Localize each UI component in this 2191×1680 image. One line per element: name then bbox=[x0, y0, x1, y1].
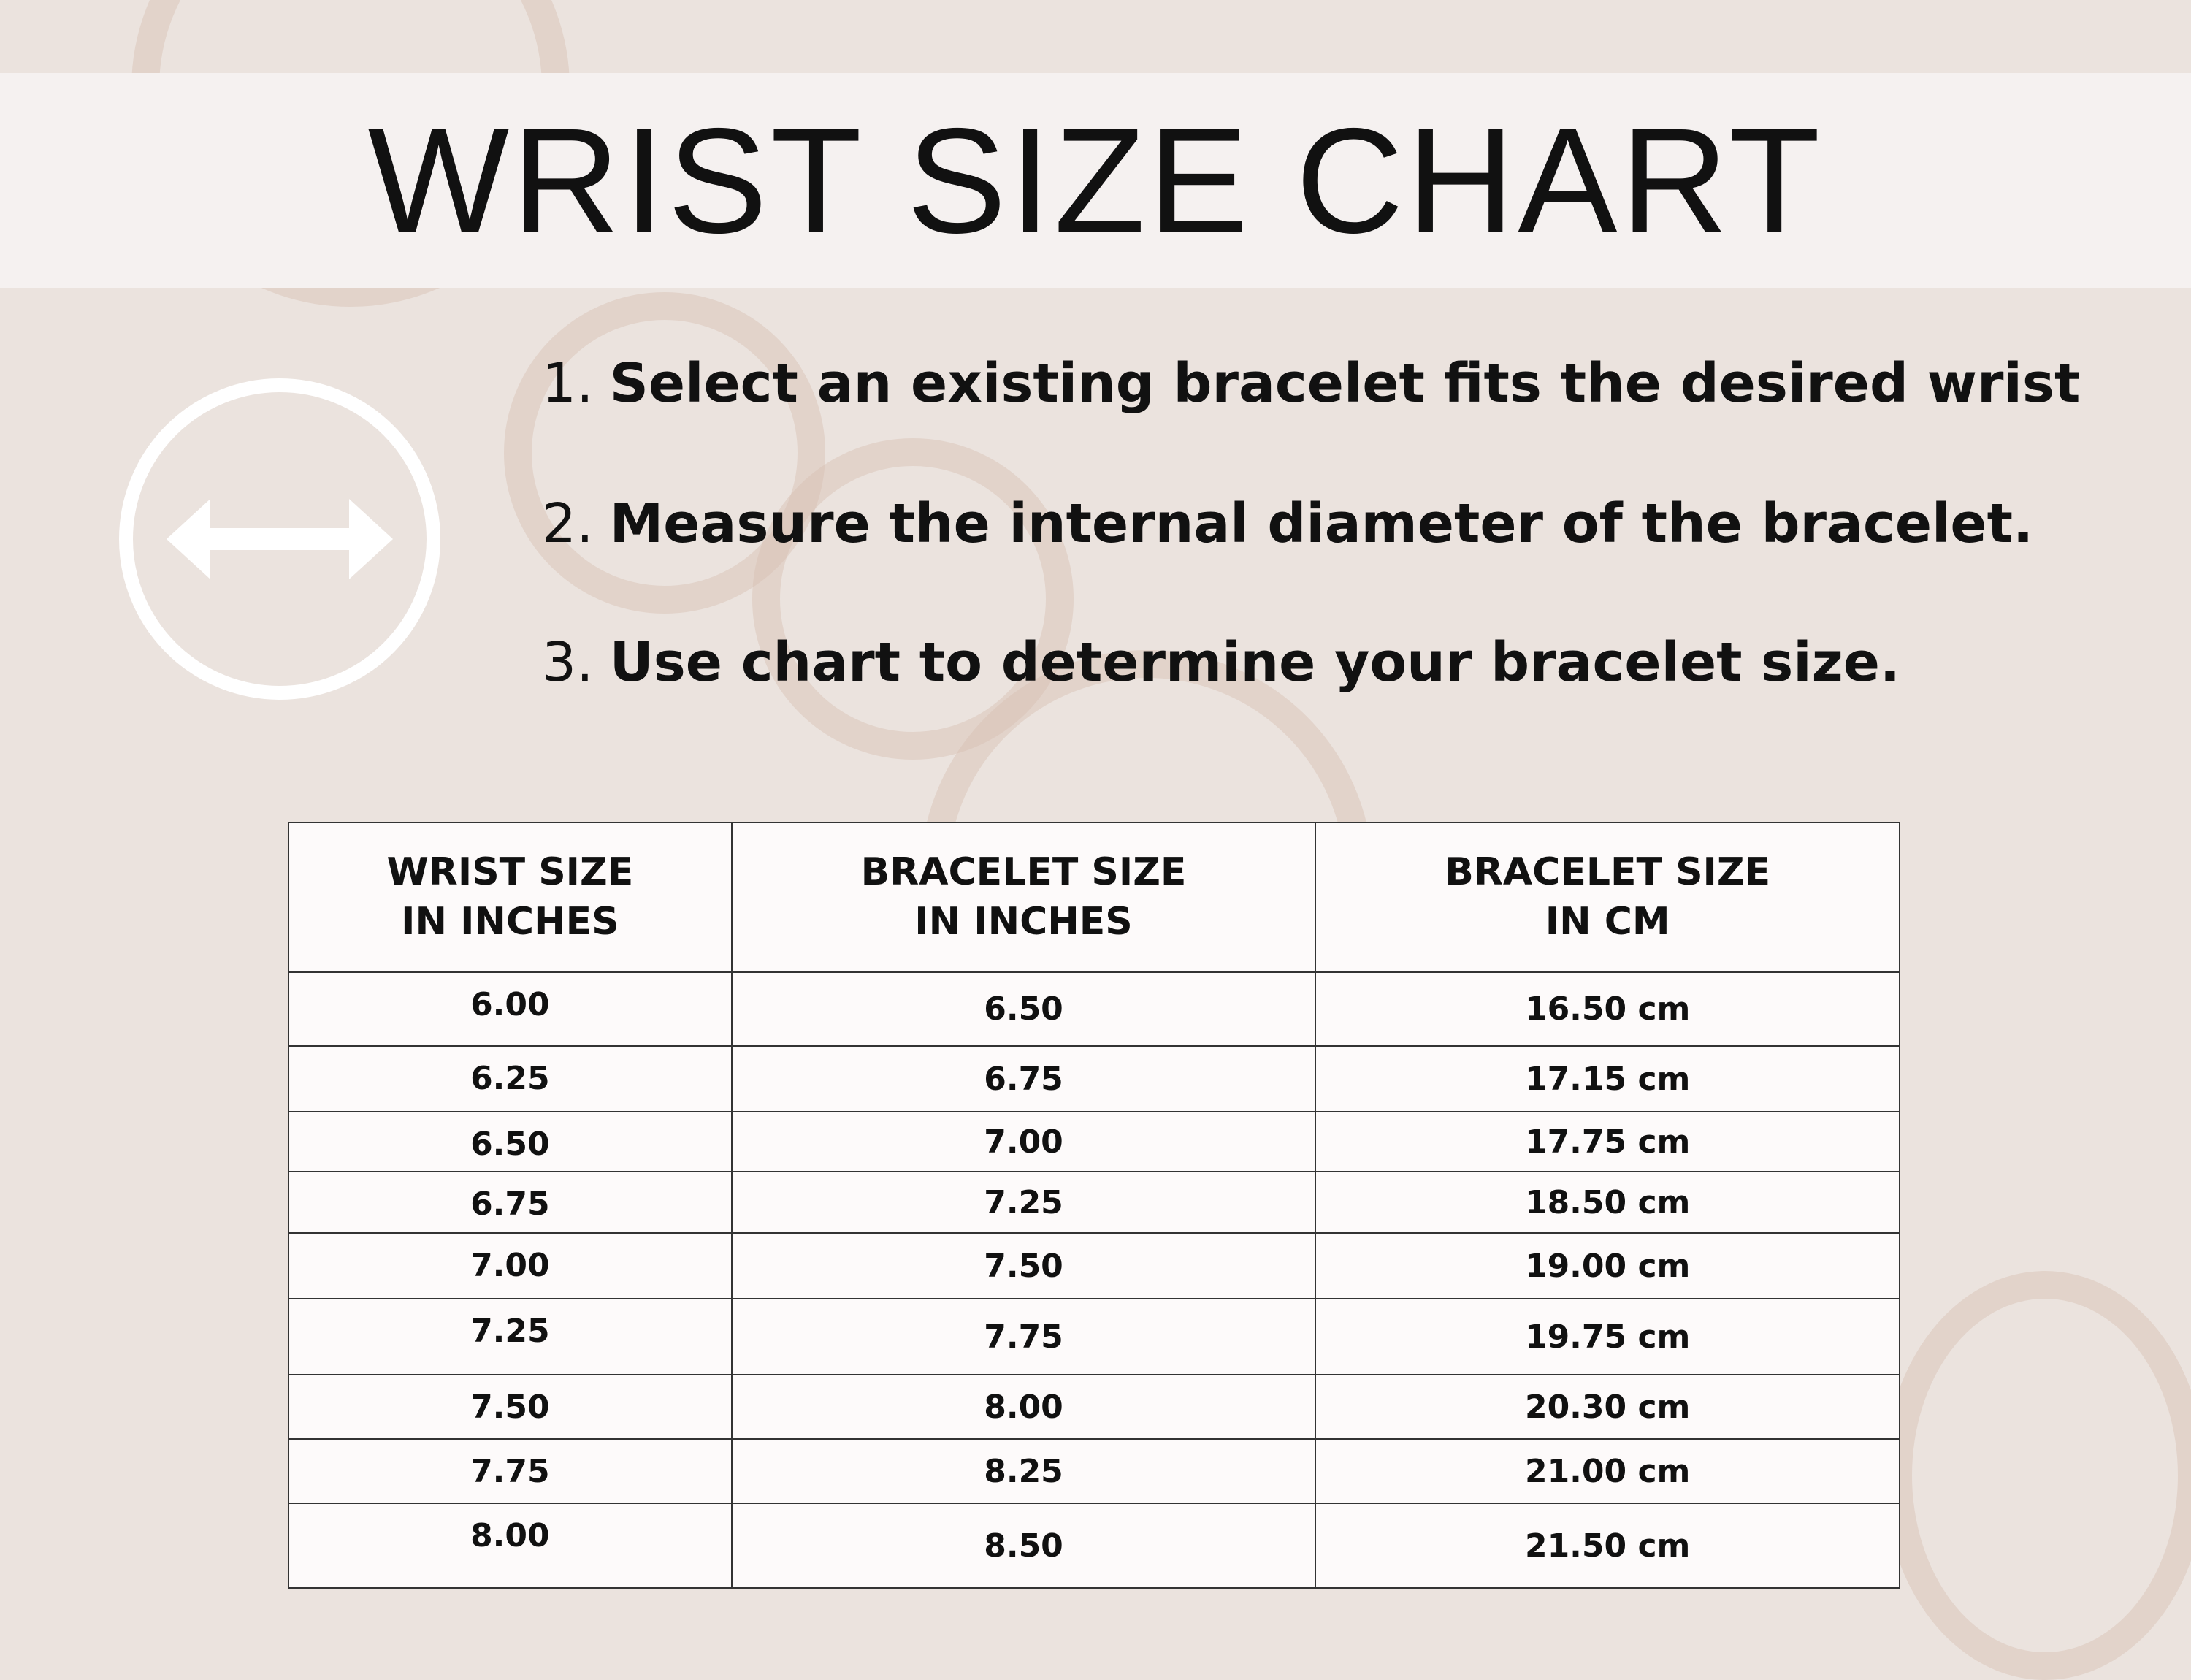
page-title: WRIST SIZE CHART bbox=[367, 96, 1824, 264]
step-number: 1. bbox=[542, 352, 594, 415]
table-row: 7.75 8.25 21.00 cm bbox=[288, 1438, 1900, 1504]
bracelet-cm-cell: 18.50 cm bbox=[1315, 1171, 1900, 1234]
bracelet-inches-cell: 8.00 bbox=[730, 1374, 1317, 1440]
step-text: Use chart to determine your bracelet siz… bbox=[609, 631, 1901, 694]
step-number: 2. bbox=[542, 492, 594, 555]
wrist-size-cell: 7.75 bbox=[288, 1438, 733, 1504]
wrist-size-cell: 7.00 bbox=[288, 1232, 733, 1299]
table-row: 7.50 8.00 20.30 cm bbox=[288, 1374, 1900, 1440]
bracelet-inches-cell: 6.50 bbox=[730, 971, 1317, 1047]
table-row: 6.00 6.50 16.50 cm bbox=[288, 971, 1900, 1047]
table-row: 7.25 7.75 19.75 cm bbox=[288, 1298, 1900, 1375]
bracelet-cm-cell: 21.50 cm bbox=[1315, 1503, 1900, 1589]
wrist-size-cell: 7.50 bbox=[288, 1374, 733, 1440]
wrist-size-cell: 6.50 bbox=[288, 1111, 733, 1172]
bracelet-inches-cell: 7.75 bbox=[730, 1298, 1317, 1375]
bracelet-cm-cell: 20.30 cm bbox=[1315, 1374, 1900, 1440]
title-banner: WRIST SIZE CHART bbox=[0, 73, 2191, 288]
bracelet-inches-cell: 7.00 bbox=[730, 1111, 1317, 1172]
bracelet-inches-cell: 6.75 bbox=[730, 1045, 1317, 1112]
bracelet-cm-cell: 21.00 cm bbox=[1315, 1438, 1900, 1504]
step-number: 3. bbox=[542, 631, 594, 694]
measure-width-icon bbox=[119, 378, 440, 700]
size-table: WRIST SIZE IN INCHES BRACELET SIZE IN INCH… bbox=[288, 822, 1900, 1589]
wrist-size-cell: 8.00 bbox=[288, 1503, 733, 1589]
bracelet-cm-cell: 19.75 cm bbox=[1315, 1298, 1900, 1375]
bracelet-cm-cell: 16.50 cm bbox=[1315, 971, 1900, 1047]
bracelet-cm-cell: 17.15 cm bbox=[1315, 1045, 1900, 1112]
wrist-size-cell: 7.25 bbox=[288, 1298, 733, 1375]
step-text: Select an existing bracelet fits the des… bbox=[609, 352, 2081, 415]
step-1: 1. Select an existing bracelet fits the d… bbox=[542, 356, 2080, 411]
double-arrow-icon bbox=[167, 499, 393, 579]
table-row: 6.50 7.00 17.75 cm bbox=[288, 1111, 1900, 1172]
header-bracelet-inches: BRACELET SIZE IN INCHES bbox=[730, 822, 1317, 973]
table-row: 6.75 7.25 18.50 cm bbox=[288, 1171, 1900, 1234]
bracelet-inches-cell: 7.25 bbox=[730, 1171, 1317, 1234]
bracelet-cm-cell: 19.00 cm bbox=[1315, 1232, 1900, 1299]
step-2: 2. Measure the internal diameter of the b… bbox=[542, 497, 2033, 551]
header-bracelet-cm: BRACELET SIZE IN CM bbox=[1315, 822, 1900, 973]
decorative-bracelet-ring bbox=[1884, 1271, 2191, 1680]
header-wrist-inches: WRIST SIZE IN INCHES bbox=[288, 822, 733, 973]
table-row: 6.25 6.75 17.15 cm bbox=[288, 1045, 1900, 1112]
step-3: 3. Use chart to determine your bracelet s… bbox=[542, 635, 1900, 690]
table-header-row: WRIST SIZE IN INCHES BRACELET SIZE IN INCH… bbox=[288, 822, 1900, 973]
bracelet-inches-cell: 8.25 bbox=[730, 1438, 1317, 1504]
wrist-size-cell: 6.25 bbox=[288, 1045, 733, 1112]
bracelet-inches-cell: 8.50 bbox=[730, 1503, 1317, 1589]
table-row: 8.00 8.50 21.50 cm bbox=[288, 1503, 1900, 1589]
table-row: 7.00 7.50 19.00 cm bbox=[288, 1232, 1900, 1299]
wrist-size-cell: 6.75 bbox=[288, 1171, 733, 1234]
wrist-size-cell: 6.00 bbox=[288, 971, 733, 1047]
bracelet-cm-cell: 17.75 cm bbox=[1315, 1111, 1900, 1172]
step-text: Measure the internal diameter of the bra… bbox=[609, 492, 2034, 555]
bracelet-inches-cell: 7.50 bbox=[730, 1232, 1317, 1299]
